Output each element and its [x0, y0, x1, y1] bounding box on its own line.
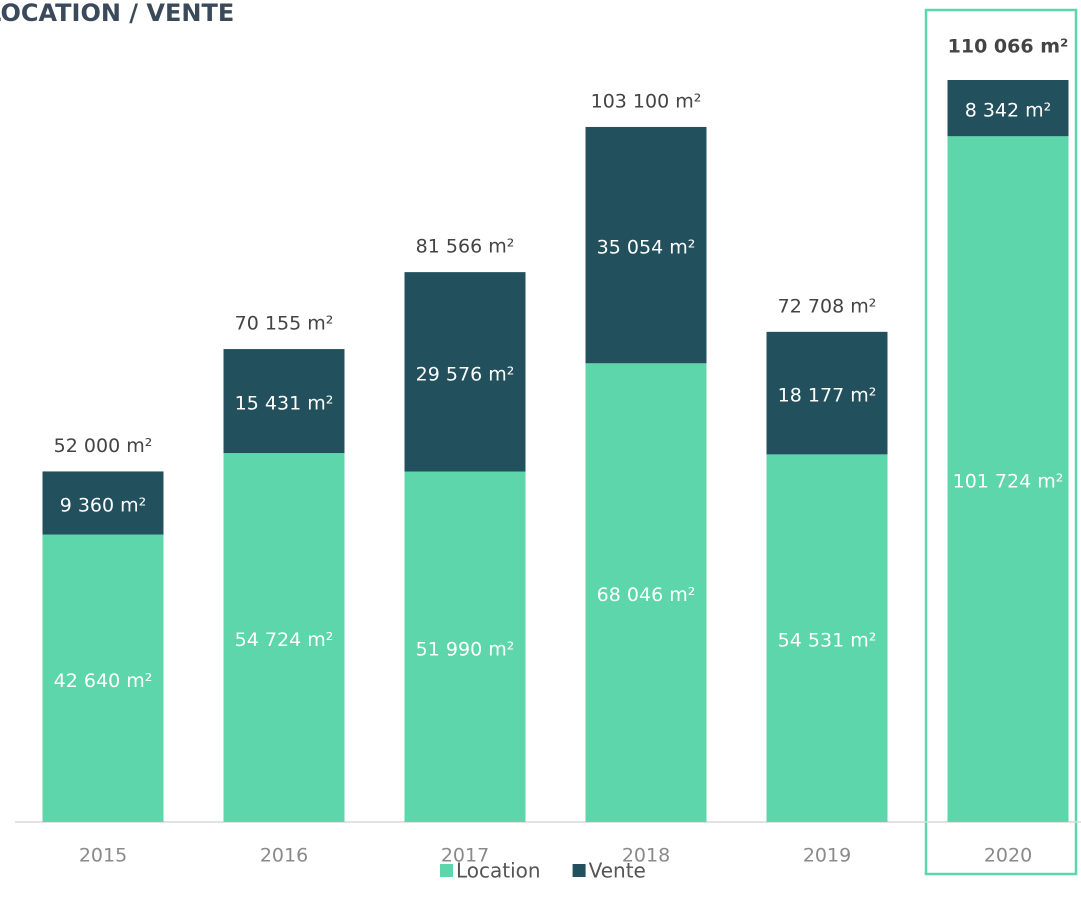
total-label: 103 100 m²	[591, 90, 702, 112]
value-label: 54 724 m²	[235, 629, 334, 651]
bar-segment	[223, 349, 345, 454]
bar-segment	[585, 363, 707, 822]
value-label: 15 431 m²	[235, 393, 334, 415]
bar-segment	[42, 471, 164, 535]
legend-swatch	[440, 864, 453, 877]
value-label: 101 724 m²	[953, 471, 1064, 493]
bar-segment	[947, 80, 1069, 137]
value-label: 51 990 m²	[416, 638, 515, 660]
x-tick-label: 2015	[79, 845, 127, 867]
x-tick-label: 2016	[260, 845, 308, 867]
value-label: 18 177 m²	[778, 385, 877, 407]
value-label: 54 531 m²	[778, 630, 877, 652]
legend-label: Vente	[589, 859, 646, 883]
value-label: 29 576 m²	[416, 363, 515, 385]
bar-segment	[947, 136, 1069, 823]
value-label: 42 640 m²	[54, 670, 153, 692]
bar-segment	[223, 453, 345, 822]
total-label: 52 000 m²	[54, 435, 153, 457]
bar-segment	[766, 331, 888, 455]
bar-segment	[42, 534, 164, 822]
x-tick-label: 2020	[984, 845, 1032, 867]
total-label: 72 708 m²	[778, 295, 877, 317]
value-label: 35 054 m²	[597, 237, 696, 259]
total-label: 81 566 m²	[416, 236, 515, 258]
x-tick-label: 2018	[622, 845, 670, 867]
x-tick-label: 2017	[441, 845, 489, 867]
total-label: 110 066 m²	[948, 36, 1069, 58]
bar-segment	[404, 272, 526, 472]
bar-segment	[585, 126, 707, 364]
legend-label: Location	[456, 859, 541, 883]
bar-segment	[404, 471, 526, 822]
bar-segment	[766, 454, 888, 822]
value-label: 9 360 m²	[60, 494, 147, 516]
chart-title: LOCATION / VENTE	[0, 0, 234, 27]
x-tick-label: 2019	[803, 845, 851, 867]
highlight-box	[924, 8, 1078, 876]
legend-swatch	[572, 864, 586, 877]
total-label: 70 155 m²	[235, 313, 334, 335]
value-label: 8 342 m²	[965, 100, 1052, 122]
value-label: 68 046 m²	[597, 584, 696, 606]
